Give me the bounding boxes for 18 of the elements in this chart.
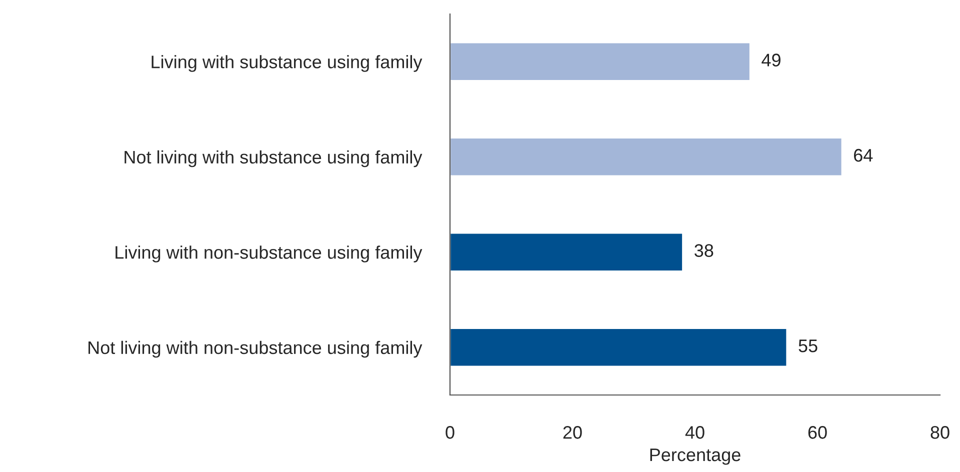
x-tick-label: 80 (930, 426, 950, 439)
x-tick-label: 40 (685, 426, 704, 439)
y-tick-label: Living with substance using family (152, 55, 422, 72)
data-label: 38 (694, 244, 714, 257)
x-axis-title: Percentage (650, 448, 740, 465)
y-tick-label: Not living with substance using family (124, 150, 422, 168)
y-tick-label: Living with non-substance using family (116, 246, 422, 262)
data-label: 64 (854, 148, 873, 162)
bar (450, 42, 751, 82)
bar (450, 137, 843, 177)
bar (450, 232, 684, 272)
data-label: 49 (762, 54, 780, 66)
x-tick-label: 60 (808, 426, 827, 439)
y-tick-label: Not living with non-substance using family (88, 340, 422, 358)
bar (450, 328, 788, 368)
x-tick-label: 0 (446, 426, 454, 439)
x-tick-label: 20 (563, 426, 582, 439)
data-label: 55 (798, 340, 818, 352)
